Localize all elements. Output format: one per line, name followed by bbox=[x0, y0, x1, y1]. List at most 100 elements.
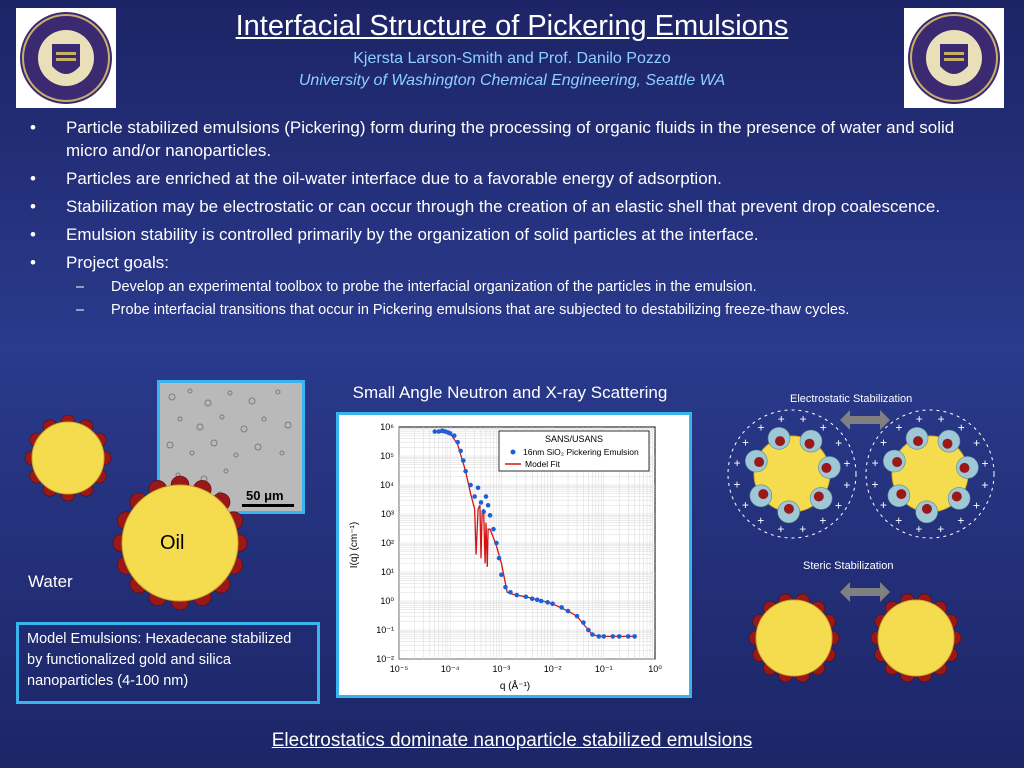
plus-charge: + bbox=[742, 436, 749, 450]
model-emulsions-caption: Model Emulsions: Hexadecane stabilized b… bbox=[16, 622, 320, 704]
oil-drop bbox=[121, 484, 239, 602]
data-point bbox=[451, 433, 457, 439]
plus-charge: + bbox=[896, 420, 903, 434]
x-tick-label: 10⁻² bbox=[544, 664, 562, 674]
y-tick-label: 10⁵ bbox=[380, 451, 394, 461]
conclusion-text: Electrostatics dominate nanoparticle sta… bbox=[271, 730, 753, 751]
stabilization-diagram: ++++++++++++ ++++ ++++++++++++ ++++ bbox=[727, 409, 995, 683]
plus-charge: + bbox=[958, 421, 965, 435]
x-axis-ticks: 10⁻⁵ 10⁻⁴ 10⁻³ 10⁻² 10⁻¹ 10⁰ bbox=[390, 664, 662, 674]
data-point bbox=[455, 439, 460, 445]
data-point bbox=[550, 601, 555, 607]
plus-charge: + bbox=[835, 498, 842, 512]
plus-charge: + bbox=[800, 412, 807, 426]
data-point bbox=[574, 613, 580, 619]
data-point bbox=[503, 584, 508, 590]
data-point bbox=[475, 485, 481, 491]
pickering-drops-diagram bbox=[24, 414, 248, 611]
data-point bbox=[523, 594, 529, 600]
data-point bbox=[625, 634, 631, 639]
model-fit-line bbox=[434, 430, 635, 638]
plus-charge: + bbox=[757, 513, 764, 527]
university-seal-right bbox=[904, 8, 1004, 108]
poster-authors: Kjersta Larson-Smith and Prof. Danilo Po… bbox=[353, 50, 671, 67]
data-point bbox=[534, 597, 540, 603]
x-tick-label: 10⁻⁴ bbox=[441, 664, 460, 674]
plus-charge: + bbox=[758, 420, 765, 434]
data-point bbox=[468, 482, 473, 488]
plus-charge: + bbox=[872, 456, 879, 470]
data-point bbox=[463, 468, 468, 474]
plus-charge: + bbox=[916, 412, 923, 426]
plus-charge: + bbox=[915, 522, 922, 536]
data-point bbox=[581, 620, 586, 625]
scattering-title: Small Angle Neutron and X-ray Scattering bbox=[352, 383, 668, 402]
sub-bullet-list: Develop an experimental toolbox to probe… bbox=[66, 277, 988, 320]
particle-core bbox=[913, 436, 924, 447]
plus-charge: + bbox=[778, 412, 785, 426]
plus-charge: + bbox=[895, 513, 902, 527]
legend-title: SANS/USANS bbox=[545, 434, 603, 444]
data-point bbox=[499, 572, 504, 578]
y-tick-label: 10⁴ bbox=[380, 480, 394, 490]
double-arrow-steric bbox=[840, 582, 890, 602]
data-point bbox=[586, 627, 591, 633]
data-point bbox=[460, 458, 466, 463]
electrostatic-drop-right: ++++++++++++ ++++ bbox=[865, 409, 995, 539]
particle-core bbox=[758, 489, 769, 500]
legend-marker-data bbox=[510, 449, 516, 455]
particle-core bbox=[896, 489, 907, 500]
particle-core bbox=[821, 462, 832, 473]
plus-charge: + bbox=[973, 498, 980, 512]
particle-core bbox=[959, 462, 970, 473]
y-tick-label: 10⁰ bbox=[380, 596, 394, 606]
chart-legend: SANS/USANS 16nm SiO₂ Pickering Emulsion … bbox=[498, 430, 650, 472]
y-axis-label: I(q) (cm⁻¹) bbox=[349, 522, 360, 568]
bullet-item: Stabilization may be electrostatic or ca… bbox=[28, 195, 988, 218]
x-tick-label: 10⁻³ bbox=[493, 664, 511, 674]
oil-label: Oil bbox=[160, 532, 185, 554]
university-seal-left bbox=[16, 8, 116, 108]
plus-charge: + bbox=[973, 436, 980, 450]
legend-entry-fit: Model Fit bbox=[525, 459, 561, 469]
steric-drop-right bbox=[870, 593, 962, 683]
particle-core bbox=[783, 503, 794, 514]
y-axis-ticks: 10⁻² 10⁻¹ 10⁰ 10¹ 10² 10³ 10⁴ 10⁵ 10⁶ bbox=[376, 422, 394, 664]
data-point bbox=[494, 540, 499, 546]
data-point bbox=[485, 502, 491, 508]
data-point bbox=[487, 513, 493, 518]
bullet-item: Emulsion stability is controlled primari… bbox=[28, 223, 988, 246]
data-point bbox=[616, 634, 622, 639]
data-point bbox=[458, 448, 463, 454]
oil-drop bbox=[877, 599, 955, 677]
y-tick-label: 10⁻¹ bbox=[376, 625, 394, 635]
particle-core bbox=[775, 436, 786, 447]
plus-charge: + bbox=[981, 478, 988, 492]
data-point bbox=[514, 592, 520, 598]
water-label: Water bbox=[28, 572, 73, 591]
electrostatic-drop-left: ++++++++++++ ++++ bbox=[727, 409, 857, 539]
plus-charge: + bbox=[872, 478, 879, 492]
bullet-item: Particle stabilized emulsions (Pickering… bbox=[28, 116, 988, 162]
data-point bbox=[632, 634, 637, 639]
x-tick-label: 10⁻¹ bbox=[595, 664, 613, 674]
sub-bullet-item: Develop an experimental toolbox to probe… bbox=[66, 277, 988, 297]
plus-charge: + bbox=[937, 522, 944, 536]
data-point bbox=[496, 555, 502, 561]
data-point bbox=[483, 494, 489, 499]
data-point bbox=[529, 596, 535, 602]
model-fit-series bbox=[434, 430, 635, 638]
plus-charge: + bbox=[835, 436, 842, 450]
data-point bbox=[601, 634, 607, 639]
plus-charge: + bbox=[820, 421, 827, 435]
debye-layer bbox=[865, 409, 995, 539]
bullet-item: Particles are enriched at the oil-water … bbox=[28, 167, 988, 190]
x-axis-label: q (Å⁻¹) bbox=[500, 679, 530, 692]
plus-charge: + bbox=[880, 498, 887, 512]
electrostatic-stabilization-label: Electrostatic Stabilization bbox=[790, 393, 913, 405]
plus-charge: + bbox=[843, 478, 850, 492]
data-point bbox=[472, 494, 477, 499]
particle-core bbox=[892, 457, 903, 468]
data-point bbox=[559, 605, 564, 610]
x-tick-label: 10⁻⁵ bbox=[390, 664, 409, 674]
